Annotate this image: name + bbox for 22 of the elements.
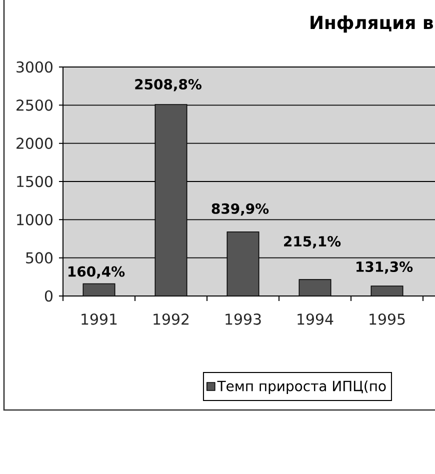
chart-title: Инфляция в	[310, 15, 433, 33]
bar	[82, 283, 116, 296]
bar	[370, 286, 404, 296]
data-label: 215,1%	[284, 236, 341, 248]
y-tick-label: 500	[26, 252, 52, 264]
y-tick-label: 2500	[16, 100, 52, 111]
bar	[298, 279, 332, 296]
x-tick-label: 1991	[82, 314, 117, 325]
data-label: 131,3%	[356, 261, 413, 274]
y-tick-label: 3000	[16, 61, 52, 73]
data-label: 2508,8%	[135, 78, 202, 92]
data-label: 839,9%	[212, 203, 269, 216]
y-tick-label: 1500	[17, 176, 52, 188]
y-tick-label: 2000	[16, 138, 52, 149]
x-tick-label: 1993	[226, 314, 261, 325]
x-tick-label: 1994	[298, 314, 334, 325]
data-label: 160,4%	[68, 266, 125, 279]
x-tick-label: 1995	[370, 314, 405, 325]
x-tick-label: 1992	[154, 314, 189, 325]
y-tick-label: 1000	[17, 214, 52, 226]
legend-label: Темп прироста ИПЦ(по	[217, 380, 386, 394]
y-tick-label: 0	[44, 290, 52, 302]
